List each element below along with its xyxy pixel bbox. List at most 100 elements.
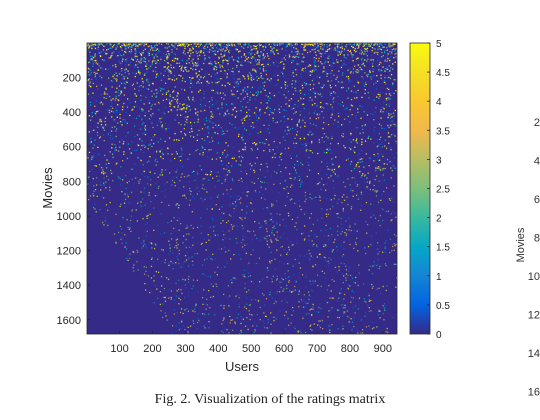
- rating-cell: [191, 77, 193, 79]
- rating-cell: [126, 157, 129, 160]
- rating-cell: [161, 174, 163, 176]
- rating-cell: [165, 93, 167, 95]
- rating-cell: [145, 235, 147, 237]
- rating-cell: [171, 59, 174, 62]
- rating-cell: [141, 173, 143, 175]
- rating-cell: [187, 332, 189, 334]
- rating-cell: [385, 210, 387, 213]
- rating-cell: [387, 210, 389, 212]
- rating-cell: [310, 324, 312, 326]
- rating-cell: [190, 52, 192, 55]
- rating-cell: [177, 106, 179, 108]
- rating-cell: [357, 89, 359, 91]
- rating-cell: [211, 113, 214, 115]
- rating-cell: [237, 60, 239, 63]
- rating-cell: [141, 119, 143, 121]
- rating-cell: [95, 62, 97, 64]
- rating-cell: [380, 125, 382, 127]
- rating-cell: [365, 202, 368, 204]
- rating-cell: [264, 81, 266, 83]
- rating-cell: [198, 46, 200, 48]
- rating-cell: [282, 290, 284, 292]
- rating-cell: [195, 68, 197, 71]
- rating-cell: [231, 280, 233, 282]
- rating-cell: [245, 106, 247, 108]
- rating-cell: [313, 83, 315, 86]
- rating-cell: [299, 126, 302, 128]
- rating-cell: [130, 230, 132, 232]
- rating-cell: [142, 86, 144, 88]
- rating-cell: [141, 108, 143, 110]
- rating-cell: [367, 73, 370, 76]
- rating-cell: [326, 49, 329, 51]
- rating-cell: [289, 186, 292, 188]
- rating-cell: [119, 205, 121, 208]
- rating-cell: [139, 107, 141, 109]
- rating-cell: [337, 125, 339, 128]
- rating-cell: [105, 88, 107, 90]
- rating-cell: [94, 60, 96, 62]
- rating-cell: [100, 184, 102, 186]
- rating-cell: [282, 278, 284, 281]
- rating-cell: [260, 225, 262, 227]
- rating-cell: [142, 43, 144, 45]
- rating-cell: [184, 328, 186, 331]
- rating-cell: [381, 142, 383, 144]
- rating-cell: [367, 137, 370, 139]
- rating-cell: [271, 297, 274, 299]
- rating-cell: [224, 266, 226, 268]
- rating-cell: [320, 86, 322, 88]
- rating-cell: [269, 110, 271, 112]
- rating-cell: [248, 43, 250, 45]
- rating-cell: [363, 50, 365, 52]
- rating-cell: [240, 160, 242, 162]
- rating-cell: [313, 323, 315, 325]
- rating-cell: [125, 187, 127, 190]
- rating-cell: [318, 45, 320, 47]
- rating-cell: [225, 59, 227, 61]
- rating-cell: [181, 65, 183, 67]
- rating-cell: [125, 48, 127, 50]
- rating-cell: [342, 315, 344, 317]
- rating-cell: [112, 98, 114, 100]
- rating-cell: [368, 293, 370, 295]
- rating-cell: [170, 232, 172, 235]
- rating-cell: [183, 186, 185, 188]
- rating-cell: [192, 96, 194, 99]
- rating-cell: [385, 83, 387, 85]
- rating-cell: [190, 82, 192, 84]
- rating-cell: [243, 44, 245, 46]
- x-tick-label: 400: [209, 343, 227, 355]
- rating-cell: [255, 91, 257, 94]
- rating-cell: [168, 137, 171, 139]
- rating-cell: [319, 320, 321, 322]
- rating-cell: [209, 276, 212, 278]
- rating-cell: [175, 239, 177, 241]
- rating-cell: [204, 54, 206, 56]
- rating-cell: [121, 242, 123, 244]
- rating-cell: [338, 70, 340, 72]
- rating-cell: [304, 143, 307, 146]
- rating-cell: [301, 53, 304, 55]
- rating-cell: [250, 299, 253, 301]
- rating-cell: [155, 89, 157, 91]
- rating-cell: [182, 242, 184, 244]
- colorbar-tick-label: 2.5: [436, 185, 450, 196]
- rating-cell: [130, 50, 133, 53]
- rating-cell: [211, 81, 213, 84]
- rating-cell: [217, 234, 219, 236]
- rating-cell: [87, 93, 90, 95]
- rating-cell: [268, 144, 270, 146]
- rating-cell: [168, 264, 170, 266]
- rating-cell: [125, 61, 127, 63]
- rating-cell: [370, 235, 373, 237]
- rating-cell: [275, 293, 277, 295]
- rating-cell: [228, 169, 230, 172]
- rating-cell: [90, 58, 92, 60]
- rating-cell: [141, 43, 143, 45]
- rating-cell: [340, 52, 343, 54]
- rating-cell: [284, 180, 286, 182]
- rating-cell: [342, 328, 344, 330]
- rating-cell: [314, 44, 316, 46]
- rating-cell: [166, 67, 168, 69]
